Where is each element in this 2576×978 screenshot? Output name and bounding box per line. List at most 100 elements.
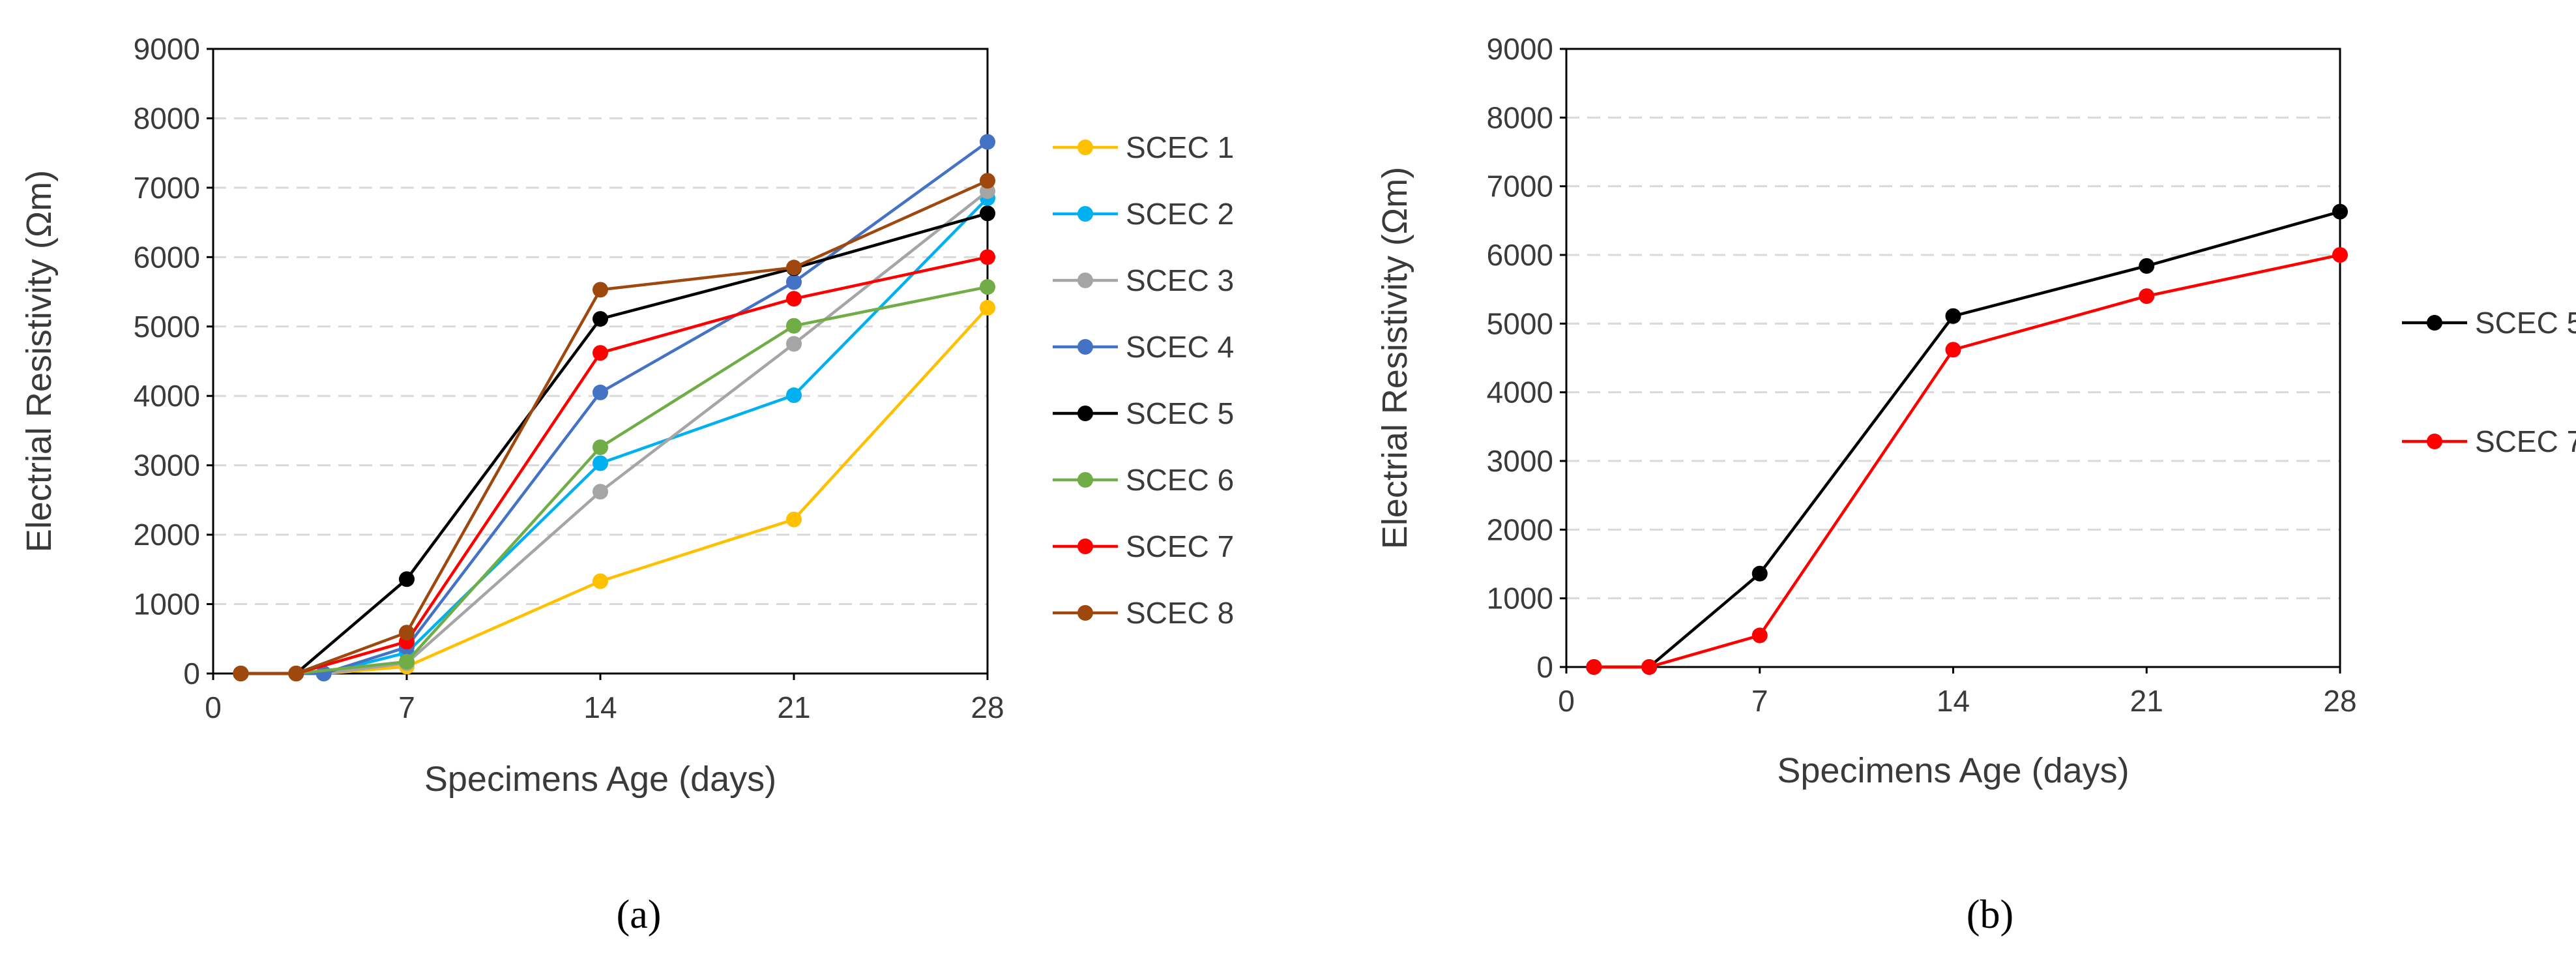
data-point-scec-8 [288,666,304,681]
data-point-scec-7 [1641,659,1658,675]
data-point-scec-8 [980,173,995,189]
data-point-scec-5 [2139,258,2155,274]
data-point-scec-5 [1751,565,1768,582]
data-point-scec-7 [2139,288,2155,304]
legend-swatch-marker [1077,140,1093,155]
legend-swatch-marker [1077,472,1093,488]
y-tick-label: 5000 [1487,306,1553,340]
y-tick-label: 0 [1536,650,1553,684]
legend-label: SCEC 7 [1126,529,1234,563]
x-tick-label: 21 [777,690,810,724]
legend-swatch-marker [2427,434,2442,449]
legend-swatch-marker [2427,315,2442,331]
y-tick-label: 6000 [1487,238,1553,272]
series-line-scec-8 [241,179,988,675]
legend-swatch-marker [1077,539,1093,554]
series-scec-2 [233,190,995,681]
series-scec-4 [233,134,995,681]
x-tick-label: 28 [971,690,1004,724]
data-point-scec-6 [593,439,608,455]
x-tick-label: 28 [2323,684,2356,718]
data-point-scec-5 [593,311,608,327]
data-point-scec-7 [2332,247,2348,263]
y-tick-label: 3000 [134,449,200,482]
legend-item-scec-5: SCEC 5 [1053,396,1234,430]
legend-item-scec-6: SCEC 6 [1053,463,1234,497]
legend-swatch-marker [1077,273,1093,288]
data-point-scec-1 [786,511,802,527]
data-point-scec-8 [233,666,249,681]
x-tick-label: 7 [398,690,415,724]
data-point-scec-4 [786,274,802,290]
y-tick-label: 2000 [1487,512,1553,546]
data-point-scec-3 [593,484,608,500]
data-point-scec-2 [593,455,608,471]
legend-swatch-marker [1077,406,1093,421]
legend-item-scec-8: SCEC 8 [1053,596,1234,630]
data-point-scec-7 [593,345,608,361]
x-tick-label: 0 [205,690,222,724]
series-scec-1 [233,300,995,681]
legend-item-scec-1: SCEC 1 [1053,130,1234,164]
legend-label: SCEC 7 [2475,424,2576,458]
data-point-scec-5 [980,205,995,222]
legend-label: SCEC 6 [1126,463,1234,497]
caption-b: (b) [1967,893,2013,937]
y-tick-label: 5000 [134,310,200,344]
y-tick-label: 2000 [134,518,200,552]
legend-label: SCEC 2 [1126,197,1234,231]
y-tick-label: 4000 [1487,376,1553,409]
legend: SCEC 1 SCEC 2 SCEC 3 SCEC 4 SCEC 5 SCEC 6 SCEC… [1053,130,1234,630]
chart-panel-b: 0 1000 2000 3000 4000 5000 6000 7000 8000 9000 0 7 1… [1375,32,2576,790]
data-point-scec-8 [593,282,608,298]
legend-item-scec-3: SCEC 3 [1053,263,1234,297]
series-scec-8 [233,173,995,681]
legend-label: SCEC 5 [2475,306,2576,340]
caption-a: (a) [617,893,662,937]
data-point-scec-8 [786,259,802,276]
y-tick-label: 3000 [1487,444,1553,478]
data-point-scec-5 [399,571,415,587]
data-point-scec-7 [1945,342,1961,358]
legend-label: SCEC 4 [1126,330,1234,364]
data-point-scec-5 [2332,203,2348,220]
data-point-scec-7 [980,249,995,265]
data-point-scec-5 [1945,308,1961,324]
data-point-scec-4 [593,384,608,400]
y-tick-label: 1000 [1487,582,1553,615]
series-line-scec-7 [1594,253,2341,669]
data-point-scec-7 [1751,627,1768,644]
data-point-scec-6 [399,653,415,670]
data-point-scec-6 [786,318,802,334]
legend-item-scec-7: SCEC 7 [1053,529,1234,563]
data-point-scec-1 [980,300,995,316]
data-point-scec-7 [786,291,802,307]
y-tick-label: 8000 [134,101,200,135]
legend-swatch-marker [1077,339,1093,355]
series-line-scec-1 [241,306,989,675]
legend: SCEC 5 SCEC 7 [2402,306,2576,458]
y-axis-title: Electrial Resistivity (Ωm) [1375,167,1414,549]
x-tick-label: 14 [583,690,617,724]
y-axis-title: Electrial Resistivity (Ωm) [20,170,59,552]
chart-panel-a: 0 1000 2000 3000 4000 5000 6000 7000 8000 9000 0 7 1… [20,32,1234,799]
y-tick-label: 4000 [134,379,200,413]
legend-item-scec-4: SCEC 4 [1053,330,1234,364]
data-point-scec-8 [399,625,415,641]
data-point-scec-2 [786,387,802,404]
x-axis-title: Specimens Age (days) [1777,751,2129,790]
series-scec-5 [1586,203,2348,675]
data-point-scec-4 [980,134,995,150]
data-point-scec-3 [786,336,802,352]
plot-area-border [1565,48,2341,668]
data-point-scec-1 [593,573,608,589]
legend-label: SCEC 8 [1126,596,1234,630]
y-tick-label: 1000 [134,587,200,621]
legend-item-scec-2: SCEC 2 [1053,197,1234,231]
y-tick-label: 6000 [134,240,200,274]
series-line-scec-4 [241,140,989,675]
y-tick-label: 7000 [134,171,200,205]
y-tick-label: 8000 [1487,100,1553,134]
legend-label: SCEC 5 [1126,396,1234,430]
y-tick-label: 9000 [134,32,200,66]
